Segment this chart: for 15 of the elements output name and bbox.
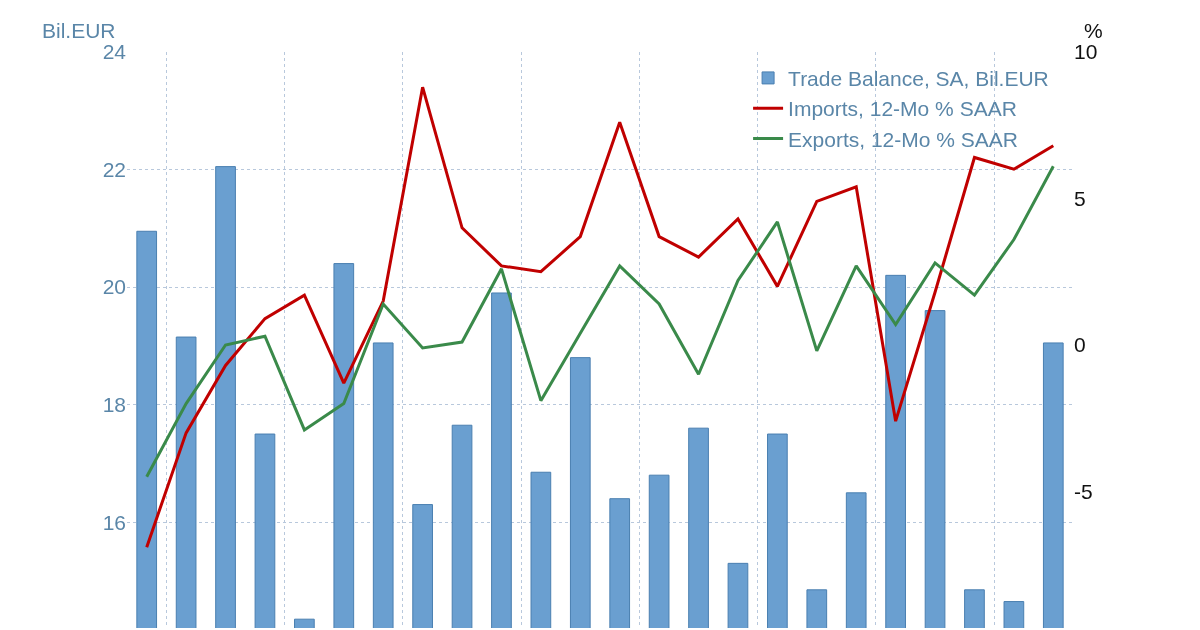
- y-tick-label: 22: [102, 157, 126, 181]
- y2-tick-label: -5: [1074, 479, 1093, 503]
- y2-tick-label: 10: [1074, 40, 1098, 64]
- y-tick-label: 20: [102, 275, 126, 299]
- y-tick-label: 24: [102, 40, 127, 64]
- legend-label: Imports, 12-Mo % SAAR: [788, 97, 1017, 121]
- line-series: [145, 164, 1055, 479]
- y-tick-label: 18: [102, 393, 126, 416]
- y-axis-title: Bil.EUR: [42, 19, 116, 42]
- legend-label: Trade Balance, SA, Bil.EUR: [788, 67, 1049, 91]
- y2-axis-title: %: [1084, 19, 1103, 42]
- y2-tick-label: 0: [1074, 333, 1086, 357]
- y2-tick-label: 5: [1074, 186, 1086, 210]
- y-tick-label: 16: [102, 510, 126, 534]
- legend-label: Exports, 12-Mo % SAAR: [788, 127, 1018, 151]
